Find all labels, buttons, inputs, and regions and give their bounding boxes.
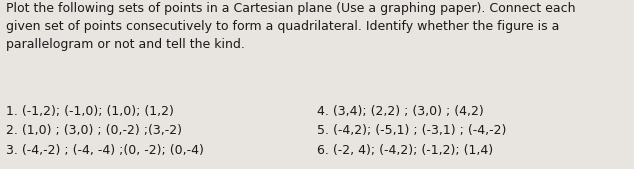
Text: Plot the following sets of points in a Cartesian plane (Use a graphing paper). C: Plot the following sets of points in a C… xyxy=(6,2,576,51)
Text: 1. (-1,2); (-1,0); (1,0); (1,2)
2. (1,0) ; (3,0) ; (0,-2) ;(3,-2)
3. (-4,-2) ; (: 1. (-1,2); (-1,0); (1,0); (1,2) 2. (1,0)… xyxy=(6,105,204,157)
Text: 4. (3,4); (2,2) ; (3,0) ; (4,2)
5. (-4,2); (-5,1) ; (-3,1) ; (-4,-2)
6. (-2, 4);: 4. (3,4); (2,2) ; (3,0) ; (4,2) 5. (-4,2… xyxy=(317,105,507,157)
